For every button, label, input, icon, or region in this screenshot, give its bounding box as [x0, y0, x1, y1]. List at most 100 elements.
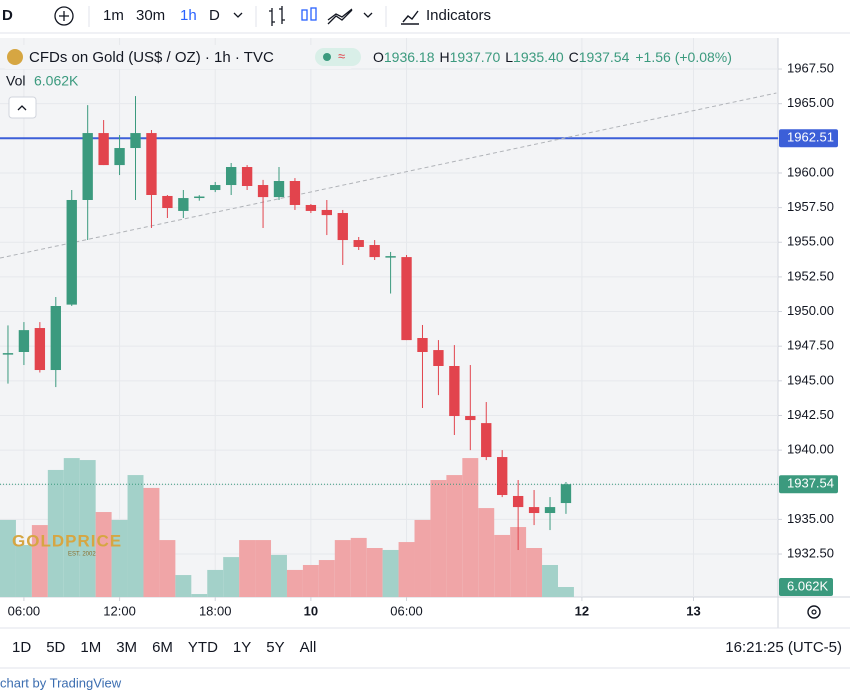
candle-body: [273, 181, 285, 198]
range-button[interactable]: All: [300, 639, 317, 656]
candle-body: [512, 495, 524, 508]
status-icon: ≈: [338, 48, 345, 63]
chart-pane: [0, 38, 778, 597]
volume-bar: [175, 575, 192, 597]
ohlc-legend: O1936.18 H1937.70 L1935.40 C1937.54 +1.56 (+…: [373, 49, 732, 65]
area-icon[interactable]: [327, 8, 353, 25]
y-tick-label: 1965.00: [787, 95, 834, 110]
vol-label: Vol: [6, 73, 25, 89]
candle-body: [114, 148, 125, 166]
volume-bar: [350, 537, 367, 597]
indicators-icon[interactable]: [401, 10, 419, 25]
collapse-button[interactable]: [8, 96, 37, 119]
ohlc-change: +1.56 (+0.08%): [635, 49, 732, 65]
candle-body: [528, 507, 540, 514]
y-tick-label: 1935.00: [787, 511, 834, 526]
volume-bar: [111, 519, 128, 597]
watermark-est: EST. 2002: [68, 552, 96, 558]
volume-bar: [334, 540, 351, 597]
range-button[interactable]: 1D: [12, 639, 31, 656]
candle-body: [560, 484, 572, 504]
volume-label: 6.062K: [787, 578, 829, 593]
last-price-label: 1937.54: [787, 476, 834, 491]
candle-body: [66, 199, 77, 305]
volume-bar: [79, 460, 96, 597]
bars-icon[interactable]: [269, 6, 285, 26]
watermark: GOLDPRICE: [12, 531, 122, 550]
candle-body: [194, 196, 205, 199]
symbol[interactable]: D: [2, 7, 13, 24]
x-tick-label: 12: [575, 603, 589, 618]
volume-bar: [63, 458, 80, 597]
volume-bar: [510, 527, 527, 597]
candle-body: [241, 167, 253, 186]
candle-body: [34, 328, 46, 371]
candle-body: [369, 245, 380, 258]
footer-link[interactable]: chart by TradingView: [0, 675, 122, 690]
ohlc-h-value: 1937.70: [450, 49, 501, 65]
candle-body: [82, 133, 93, 200]
volume-label-bg: [779, 577, 833, 596]
candle-body: [465, 416, 476, 421]
volume-bar: [223, 557, 240, 597]
candle-body: [50, 305, 61, 371]
candle-body: [353, 240, 364, 247]
volume-bar: [191, 594, 208, 597]
range-button[interactable]: 1M: [80, 639, 101, 656]
volume-bar: [542, 564, 558, 597]
candle-body: [162, 195, 173, 209]
candle-body: [289, 181, 301, 205]
x-tick-label: 13: [686, 603, 700, 618]
volume-bar: [47, 469, 64, 597]
ohlc-c-value: 1937.54: [579, 49, 630, 65]
x-tick-label: 10: [304, 603, 318, 618]
volume-bar: [95, 512, 112, 597]
range-button[interactable]: 1Y: [233, 639, 251, 656]
candles-icon[interactable]: [301, 9, 308, 21]
ohlc-l: L: [505, 49, 513, 65]
clock: 16:21:25 (UTC-5): [725, 639, 842, 656]
indicators-button[interactable]: Indicators: [426, 7, 491, 24]
last-price-label-bg: [779, 475, 838, 494]
range-button[interactable]: 5D: [46, 639, 65, 656]
range-button[interactable]: YTD: [188, 639, 218, 656]
chevron[interactable]: [233, 12, 243, 18]
candle-body: [497, 457, 508, 496]
volume-bar: [207, 569, 224, 597]
y-tick-label: 1967.50: [787, 60, 834, 75]
candle-body: [401, 257, 412, 341]
interval[interactable]: 30m: [136, 7, 165, 24]
volume-bar: [366, 547, 383, 597]
volume-bar: [286, 569, 303, 597]
volume-bar: [494, 534, 511, 597]
candle-body: [18, 330, 30, 353]
range-button[interactable]: 3M: [116, 639, 137, 656]
volume-bar: [462, 458, 479, 597]
interval[interactable]: 1m: [103, 7, 124, 24]
x-tick-label: 18:00: [199, 603, 232, 618]
interval-active[interactable]: 1h: [180, 7, 197, 24]
legend-bg: [3, 45, 353, 69]
volume-bar: [478, 508, 495, 597]
status-pill[interactable]: [315, 48, 361, 66]
x-tick-label: 06:00: [8, 603, 41, 618]
trend-line: [0, 92, 777, 259]
interval[interactable]: D: [209, 7, 220, 24]
ohlc-c: C: [569, 49, 579, 65]
add-icon[interactable]: [54, 6, 74, 26]
candle-body: [305, 204, 317, 211]
ohlc-o: O: [373, 49, 384, 65]
volume-bar: [255, 540, 272, 597]
candle-body: [449, 366, 460, 417]
candle-body: [178, 198, 189, 211]
settings-icon-center: [811, 609, 817, 615]
candle-body: [544, 507, 556, 514]
range-button[interactable]: 5Y: [266, 639, 284, 656]
settings-icon[interactable]: [807, 605, 821, 619]
range-button[interactable]: 6M: [152, 639, 173, 656]
volume-bar: [239, 540, 256, 597]
price-line-label: 1962.51: [787, 130, 834, 145]
ohlc-l-value: 1935.40: [513, 49, 564, 65]
chevron[interactable]: [363, 12, 373, 18]
